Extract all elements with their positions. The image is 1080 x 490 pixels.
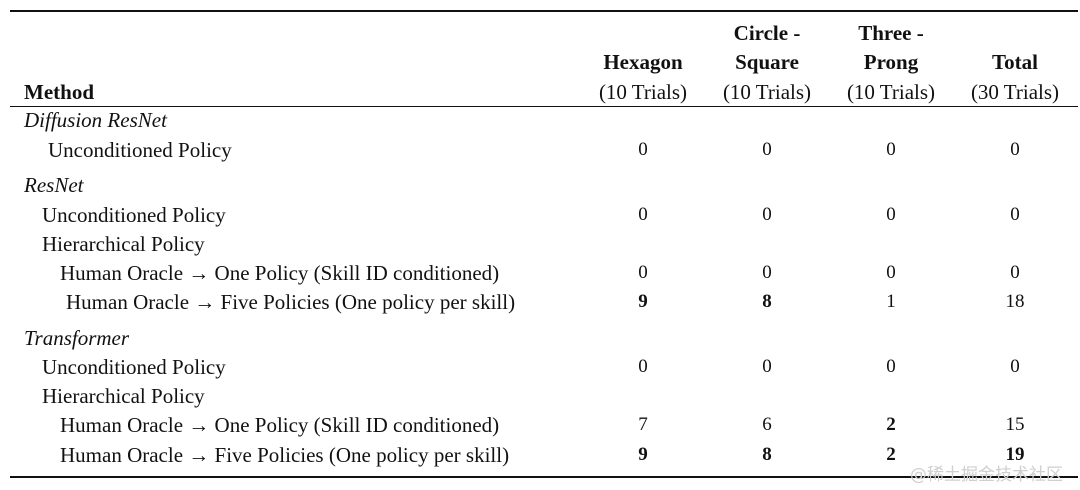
cell-circle-square: 6: [762, 414, 772, 435]
cell-hexagon: 0: [638, 356, 648, 377]
header-total-trials: (30 Trials): [970, 80, 1060, 104]
cell-total: 0: [1010, 262, 1020, 283]
row-label: Human Oracle → One Policy (Skill ID cond…: [60, 413, 500, 437]
header-hexagon-trials: (10 Trials): [598, 80, 688, 104]
cell-three-prong: 1: [886, 291, 896, 312]
cell-hexagon: 0: [638, 204, 648, 225]
header-three-prong-trials: (10 Trials): [846, 80, 936, 104]
cell-circle-square: 0: [762, 204, 772, 225]
header-circle-square-line2: Square: [735, 50, 799, 74]
cell-circle-square: 8: [762, 444, 772, 465]
cell-hexagon: 9: [638, 291, 648, 312]
header-circle-square-line1: Circle -: [733, 21, 801, 45]
cell-three-prong: 0: [886, 204, 896, 225]
cell-hexagon: 7: [638, 414, 648, 435]
row-label: Unconditioned Policy: [42, 203, 226, 227]
cell-three-prong: 2: [886, 414, 896, 435]
cell-total: 0: [1010, 356, 1020, 377]
cell-total: 0: [1010, 204, 1020, 225]
row-label: Human Oracle → Five Policies (One policy…: [66, 290, 516, 314]
cell-total: 18: [1005, 291, 1025, 312]
table-bottom-rule: [10, 476, 1078, 478]
cell-hexagon: 0: [638, 262, 648, 283]
header-three-prong-line2: Prong: [863, 50, 919, 74]
row-label: Human Oracle → Five Policies (One policy…: [60, 443, 510, 467]
cell-circle-square: 0: [762, 356, 772, 377]
watermark: @稀土掘金技术社区: [910, 465, 1063, 485]
cell-circle-square: 0: [762, 262, 772, 283]
header-three-prong-line1: Three -: [858, 21, 924, 45]
cell-three-prong: 0: [886, 356, 896, 377]
header-hexagon: Hexagon: [603, 50, 683, 74]
header-method: Method: [24, 80, 94, 104]
cell-circle-square: 0: [762, 139, 772, 160]
cell-hexagon: 0: [638, 139, 648, 160]
row-label: Hierarchical Policy: [42, 232, 205, 256]
cell-three-prong: 2: [886, 444, 896, 465]
group-diffusion-resnet: Diffusion ResNet: [24, 108, 167, 132]
cell-hexagon: 9: [638, 444, 648, 465]
row-label: Unconditioned Policy: [42, 355, 226, 379]
cell-total: 15: [1005, 414, 1025, 435]
header-circle-square-trials: (10 Trials): [722, 80, 812, 104]
header-total: Total: [992, 50, 1038, 74]
group-resnet: ResNet: [24, 173, 84, 197]
cell-total: 0: [1010, 139, 1020, 160]
cell-three-prong: 0: [886, 139, 896, 160]
cell-total: 19: [1005, 444, 1025, 465]
cell-circle-square: 8: [762, 291, 772, 312]
table-top-rule: [10, 10, 1078, 12]
row-label: Human Oracle → One Policy (Skill ID cond…: [60, 261, 500, 285]
row-label: Unconditioned Policy: [48, 138, 232, 162]
cell-three-prong: 0: [886, 262, 896, 283]
table-header-rule: [10, 106, 1078, 107]
group-transformer: Transformer: [24, 326, 130, 350]
row-label: Hierarchical Policy: [42, 384, 205, 408]
